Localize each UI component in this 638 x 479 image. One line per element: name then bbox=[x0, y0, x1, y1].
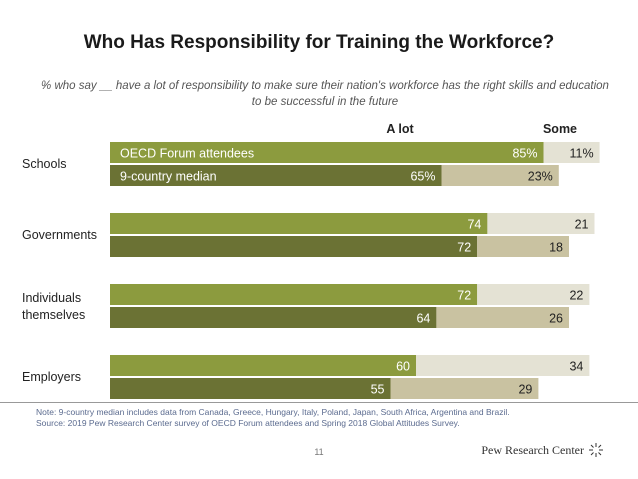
data-label-some: 29 bbox=[518, 383, 532, 397]
data-label-a-lot: 60 bbox=[396, 360, 410, 374]
data-label-some: 26 bbox=[549, 312, 563, 326]
data-label-a-lot: 74 bbox=[467, 218, 481, 232]
data-label-a-lot: 85% bbox=[512, 147, 537, 161]
brand-name: Pew Research Center bbox=[481, 442, 584, 457]
category-label: Schools bbox=[22, 157, 66, 171]
bar-oecd-some bbox=[487, 213, 595, 234]
column-header-some: Some bbox=[543, 122, 577, 136]
bar-oecd-a-lot bbox=[110, 213, 488, 234]
stacked-bar-chart: A lot Some Schools 85% 11% OECD Forum attende… bbox=[22, 122, 600, 399]
data-label-a-lot: 55 bbox=[371, 383, 385, 397]
page-number: 11 bbox=[314, 447, 324, 457]
source-text: Source: 2019 Pew Research Center survey … bbox=[36, 418, 460, 428]
chart-title: Who Has Responsibility for Training the … bbox=[83, 32, 555, 53]
data-label-some: 34 bbox=[569, 360, 583, 374]
bar-median-some bbox=[436, 307, 569, 328]
data-label-some: 22 bbox=[569, 289, 583, 303]
legend-label: 9-country median bbox=[120, 170, 217, 184]
data-label-a-lot: 64 bbox=[416, 312, 430, 326]
category-label: Individuals bbox=[22, 291, 81, 305]
column-header-a-lot: A lot bbox=[386, 122, 414, 136]
chart-subtitle: % who say __ have a lot of responsibilit… bbox=[41, 80, 609, 108]
bar-oecd-a-lot bbox=[110, 284, 478, 305]
footer-divider bbox=[0, 402, 638, 403]
data-label-a-lot: 65% bbox=[410, 170, 435, 184]
category-label: Employers bbox=[22, 370, 81, 384]
data-label-a-lot: 72 bbox=[457, 241, 471, 255]
note-text: Note: 9-country median includes data fro… bbox=[36, 407, 510, 417]
bar-median-a-lot bbox=[110, 236, 478, 257]
data-label-a-lot: 72 bbox=[457, 289, 471, 303]
bar-median-some bbox=[477, 236, 569, 257]
data-label-some: 11% bbox=[570, 147, 594, 161]
chart-notes: Note: 9-country median includes data fro… bbox=[36, 407, 616, 429]
bar-median-a-lot bbox=[110, 307, 437, 328]
category-label: themselves bbox=[22, 308, 85, 322]
bar-oecd-a-lot bbox=[110, 355, 416, 376]
bar-median-a-lot bbox=[110, 378, 391, 399]
bar-oecd-some bbox=[543, 142, 600, 163]
bar-oecd-some bbox=[477, 284, 590, 305]
data-label-some: 21 bbox=[575, 218, 589, 232]
brand-logo: Pew Research Center bbox=[481, 442, 604, 458]
data-label-some: 23% bbox=[528, 170, 553, 184]
bar-oecd-a-lot bbox=[110, 142, 544, 163]
category-label: Governments bbox=[22, 228, 97, 242]
bar-median-a-lot bbox=[110, 165, 442, 186]
sunburst-icon bbox=[589, 443, 603, 457]
bar-median-some bbox=[390, 378, 539, 399]
bar-median-some bbox=[441, 165, 559, 186]
legend-label: OECD Forum attendees bbox=[120, 147, 254, 161]
bar-oecd-some bbox=[416, 355, 590, 376]
data-label-some: 18 bbox=[549, 241, 563, 255]
